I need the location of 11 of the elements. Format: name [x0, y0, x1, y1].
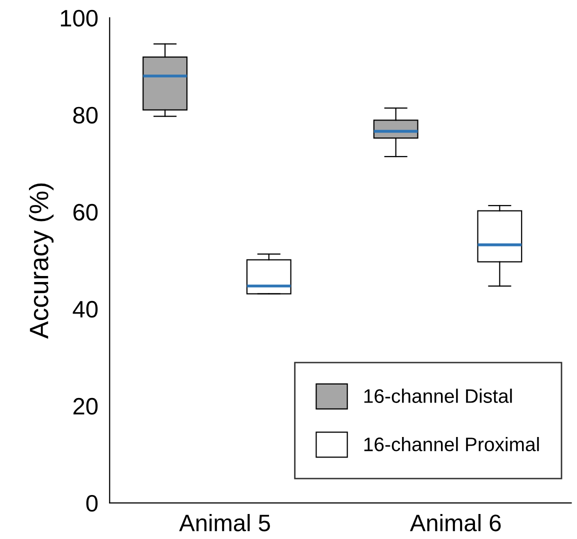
- x-tick-label: Animal 6: [410, 514, 501, 532]
- y-tick-label: 60: [73, 204, 98, 221]
- y-axis-title: Accuracy (%): [28, 184, 54, 339]
- y-tick-label: 0: [86, 494, 98, 512]
- y-tick-label: 20: [73, 398, 98, 415]
- y-tick-label: 100: [60, 10, 98, 27]
- y-tick-label: 80: [73, 106, 98, 124]
- x-tick-label: Animal 5: [179, 514, 270, 532]
- legend-label: 16-channel Distal: [364, 388, 512, 403]
- legend-label: 16-channel Proximal: [364, 437, 539, 452]
- y-tick-label: 40: [72, 300, 98, 318]
